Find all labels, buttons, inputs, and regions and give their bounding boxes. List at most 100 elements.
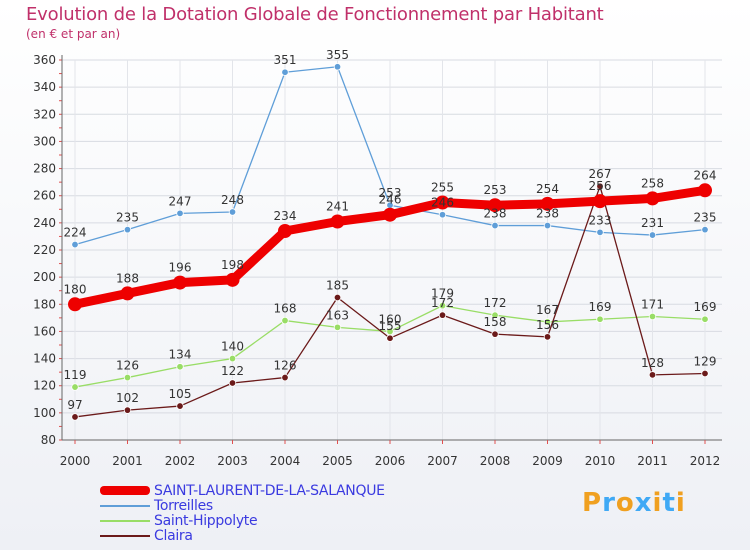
x-tick-label: 2011 xyxy=(637,454,668,468)
data-label: 231 xyxy=(641,216,664,230)
data-point xyxy=(123,225,132,234)
y-tick-label: 220 xyxy=(33,243,56,257)
data-label: 169 xyxy=(589,300,612,314)
y-tick-label: 100 xyxy=(33,406,56,420)
data-point xyxy=(540,196,555,211)
data-point xyxy=(701,315,709,323)
data-point xyxy=(438,301,447,310)
data-label: 196 xyxy=(169,261,192,275)
data-point xyxy=(333,323,342,332)
data-point xyxy=(491,221,499,230)
data-label: 105 xyxy=(169,387,192,401)
logo-letter: r xyxy=(602,488,616,518)
data-label: 172 xyxy=(431,296,454,310)
data-label: 172 xyxy=(484,296,507,310)
data-label: 247 xyxy=(169,194,192,208)
data-point xyxy=(225,272,240,287)
proxiti-logo: Proxiti xyxy=(582,488,686,518)
data-point xyxy=(176,209,184,218)
data-point xyxy=(228,379,237,387)
data-label: 171 xyxy=(641,298,664,312)
data-label: 233 xyxy=(589,213,612,227)
x-tick-label: 2009 xyxy=(532,454,563,468)
logo-letter: t xyxy=(662,488,676,518)
data-point xyxy=(435,195,450,210)
data-label: 255 xyxy=(431,181,454,195)
data-label: 97 xyxy=(67,398,82,412)
y-tick-label: 180 xyxy=(33,297,56,311)
data-point xyxy=(383,207,397,222)
legend-label: Claira xyxy=(154,527,193,544)
logo-letter: i xyxy=(675,488,686,518)
legend-label: SAINT-LAURENT-DE-LA-SALANQUE xyxy=(154,482,385,499)
legend-label: Saint-Hippolyte xyxy=(154,512,258,529)
x-tick-label: 2012 xyxy=(690,454,721,468)
data-label: 256 xyxy=(589,179,612,193)
data-label: 241 xyxy=(326,200,349,214)
logo-letter: x xyxy=(634,488,653,518)
data-label: 180 xyxy=(64,282,87,296)
data-point xyxy=(228,208,237,216)
data-point xyxy=(123,373,132,382)
data-label: 254 xyxy=(536,182,559,196)
data-point xyxy=(701,369,709,378)
data-label: 188 xyxy=(116,271,139,285)
data-label: 179 xyxy=(431,287,454,301)
data-point xyxy=(596,228,604,237)
y-tick-label: 160 xyxy=(33,324,56,338)
y-tick-label: 340 xyxy=(33,80,56,94)
data-label: 238 xyxy=(536,207,559,221)
y-tick-label: 240 xyxy=(33,216,56,230)
data-point xyxy=(596,315,604,323)
data-point xyxy=(123,406,132,414)
data-point xyxy=(176,402,184,410)
y-tick-label: 80 xyxy=(41,433,56,447)
data-label: 129 xyxy=(694,355,717,369)
chart-title: Evolution de la Dotation Globale de Fonc… xyxy=(26,4,604,25)
logo-letter: o xyxy=(615,488,635,518)
y-tick-label: 320 xyxy=(33,107,56,121)
data-label: 258 xyxy=(641,176,664,190)
legend-swatch xyxy=(100,504,150,507)
data-point xyxy=(281,316,289,325)
data-point xyxy=(596,182,604,190)
data-label: 128 xyxy=(641,356,664,370)
data-point xyxy=(281,68,289,76)
data-label: 163 xyxy=(326,308,349,322)
data-point xyxy=(71,413,79,421)
data-label: 198 xyxy=(221,258,244,272)
data-label: 102 xyxy=(116,391,139,405)
data-label: 246 xyxy=(431,196,454,210)
x-tick-label: 2003 xyxy=(217,454,248,468)
data-label: 224 xyxy=(64,226,87,240)
data-point xyxy=(645,191,660,206)
y-tick-label: 140 xyxy=(33,352,56,366)
x-tick-label: 2001 xyxy=(112,454,143,468)
data-label: 122 xyxy=(221,364,244,378)
data-point xyxy=(281,373,289,382)
data-point xyxy=(701,225,709,234)
data-point xyxy=(648,231,657,239)
x-tick-label: 2002 xyxy=(165,454,196,468)
data-point xyxy=(71,383,79,391)
data-point xyxy=(176,363,184,371)
logo-letter: i xyxy=(652,488,663,518)
data-label: 140 xyxy=(221,340,244,354)
data-label: 185 xyxy=(326,279,349,293)
data-label: 119 xyxy=(64,368,87,382)
data-point xyxy=(333,293,342,302)
data-point xyxy=(120,286,135,301)
data-point xyxy=(593,194,607,209)
data-point xyxy=(648,371,657,379)
data-label: 158 xyxy=(484,315,507,329)
y-tick-label: 260 xyxy=(33,189,56,203)
data-point xyxy=(333,63,342,71)
y-tick-label: 200 xyxy=(33,270,56,284)
x-tick-label: 2008 xyxy=(480,454,511,468)
data-label: 126 xyxy=(274,359,297,373)
data-point xyxy=(488,198,502,213)
legend-label: Torreilles xyxy=(154,497,213,514)
data-point xyxy=(543,318,552,326)
